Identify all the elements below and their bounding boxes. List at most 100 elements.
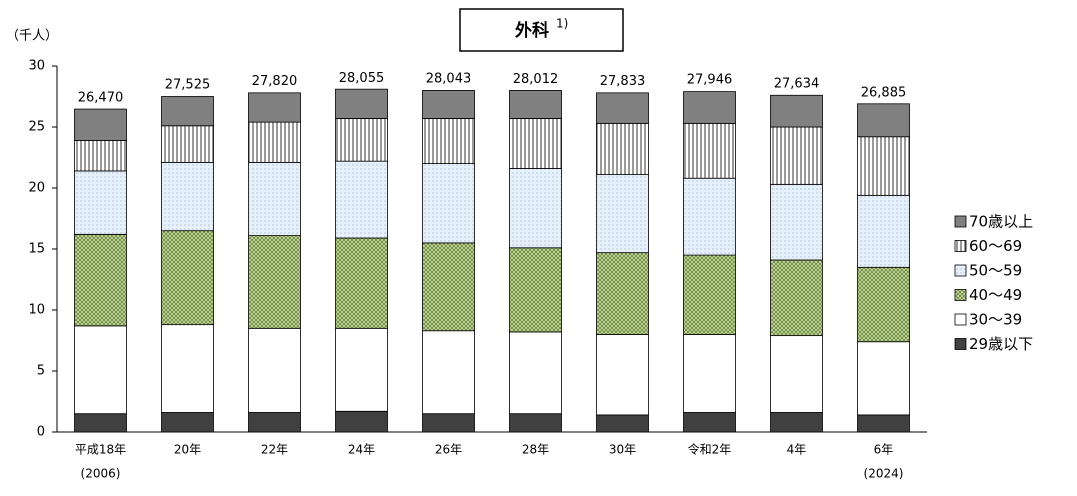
title-note: 1) — [556, 17, 568, 31]
bar-segment — [248, 161, 301, 236]
bar-segment — [422, 242, 475, 332]
bar-segment — [335, 237, 388, 329]
title-box — [459, 8, 624, 52]
total-label: 26,470 — [78, 91, 124, 106]
bar-segment — [596, 252, 649, 335]
legend-label: 40～49 — [969, 286, 1022, 304]
y-tick-label: 0 — [37, 425, 45, 440]
total-label: 26,885 — [861, 86, 907, 101]
legend-swatch — [954, 289, 967, 301]
legend-label: 50～59 — [969, 262, 1022, 280]
bar-segment — [509, 331, 562, 415]
legend-label: 60～69 — [969, 237, 1022, 255]
y-tick-label: 25 — [28, 120, 45, 135]
bar-segment — [161, 412, 214, 433]
x-tick-label: 28年 — [522, 443, 549, 457]
bar-segment — [422, 118, 475, 164]
x-tick-label: 24年 — [348, 443, 375, 457]
bar-segment — [74, 413, 127, 433]
total-label: 28,043 — [426, 71, 472, 86]
bar-segment — [683, 333, 736, 413]
bar-segment — [335, 160, 388, 239]
bar-segment — [683, 177, 736, 256]
bar-segment — [596, 92, 649, 124]
x-tick-label: 令和2年 — [688, 442, 732, 457]
y-tick-label: 5 — [37, 364, 45, 379]
legend-label: 30～39 — [969, 311, 1022, 329]
bar-segment — [248, 121, 301, 163]
bar-segment — [335, 118, 388, 162]
bar-segment — [683, 254, 736, 335]
bar-segment — [74, 325, 127, 415]
bar-segment — [335, 88, 388, 119]
legend-swatch — [954, 240, 967, 252]
bar-segment — [74, 233, 127, 327]
bar-segment — [248, 235, 301, 329]
x-tick-label: 平成18年 — [75, 443, 126, 457]
bar-segment — [74, 170, 127, 235]
bar-segment — [857, 414, 910, 433]
y-tick-label: 15 — [28, 242, 45, 257]
bar-segment — [683, 122, 736, 179]
total-label: 27,946 — [687, 73, 733, 88]
bar-segment — [770, 94, 823, 128]
bar-segment — [770, 412, 823, 433]
x-tick-label: (2024) — [864, 467, 904, 481]
total-label: 27,820 — [252, 74, 298, 89]
bar-segment — [596, 122, 649, 175]
bar-segment — [509, 247, 562, 333]
bar-segment — [248, 412, 301, 433]
bar-segment — [161, 230, 214, 326]
total-label: 28,055 — [339, 71, 385, 86]
bar-segment — [596, 414, 649, 433]
bar-segment — [596, 333, 649, 416]
bar-segment — [509, 413, 562, 433]
x-tick-label: 6年 — [874, 443, 894, 457]
bar-segment — [770, 259, 823, 337]
bar-segment — [770, 126, 823, 185]
bar-segment — [422, 330, 475, 415]
bar-segment — [857, 103, 910, 138]
legend-swatch — [954, 215, 967, 228]
bar-segment — [335, 327, 388, 412]
bar-segment — [161, 324, 214, 413]
bar-segment — [509, 118, 562, 169]
bar-segment — [857, 341, 910, 416]
y-tick-label: 20 — [28, 181, 45, 196]
bar-segment — [74, 108, 127, 141]
bar-segment — [248, 92, 301, 123]
bar-segment — [596, 174, 649, 254]
bar-segment — [422, 90, 475, 119]
legend-swatch — [954, 338, 967, 350]
bar-segment — [74, 140, 127, 172]
bar-segment — [248, 327, 301, 413]
legend-swatch — [954, 264, 967, 277]
y-tick-label: 30 — [28, 59, 45, 74]
bar-segment — [509, 90, 562, 119]
bar-segment — [770, 335, 823, 413]
y-tick-label: 10 — [28, 303, 45, 318]
legend-label: 70歳以上 — [969, 213, 1033, 231]
bar-segment — [335, 410, 388, 433]
bar-segment — [770, 183, 823, 261]
bar-segment — [509, 168, 562, 249]
x-tick-label: 4年 — [787, 443, 807, 457]
bar-segment — [161, 125, 214, 163]
legend-label: 29歳以下 — [969, 335, 1033, 353]
x-tick-label: 30年 — [609, 443, 636, 457]
bar-segment — [857, 194, 910, 268]
x-tick-label: 20年 — [174, 443, 201, 457]
x-tick-label: (2006) — [81, 467, 121, 481]
chart-title: 外科 — [515, 20, 549, 41]
bar-segment — [161, 96, 214, 127]
x-tick-label: 22年 — [261, 443, 288, 457]
bar-segment — [422, 163, 475, 244]
legend-swatch — [954, 313, 967, 326]
bar-segment — [857, 136, 910, 196]
bar-segment — [422, 413, 475, 433]
bar-segment — [161, 161, 214, 232]
y-axis-label: （千人） — [6, 29, 58, 44]
x-tick-label: 26年 — [435, 443, 462, 457]
total-label: 28,012 — [513, 72, 559, 87]
